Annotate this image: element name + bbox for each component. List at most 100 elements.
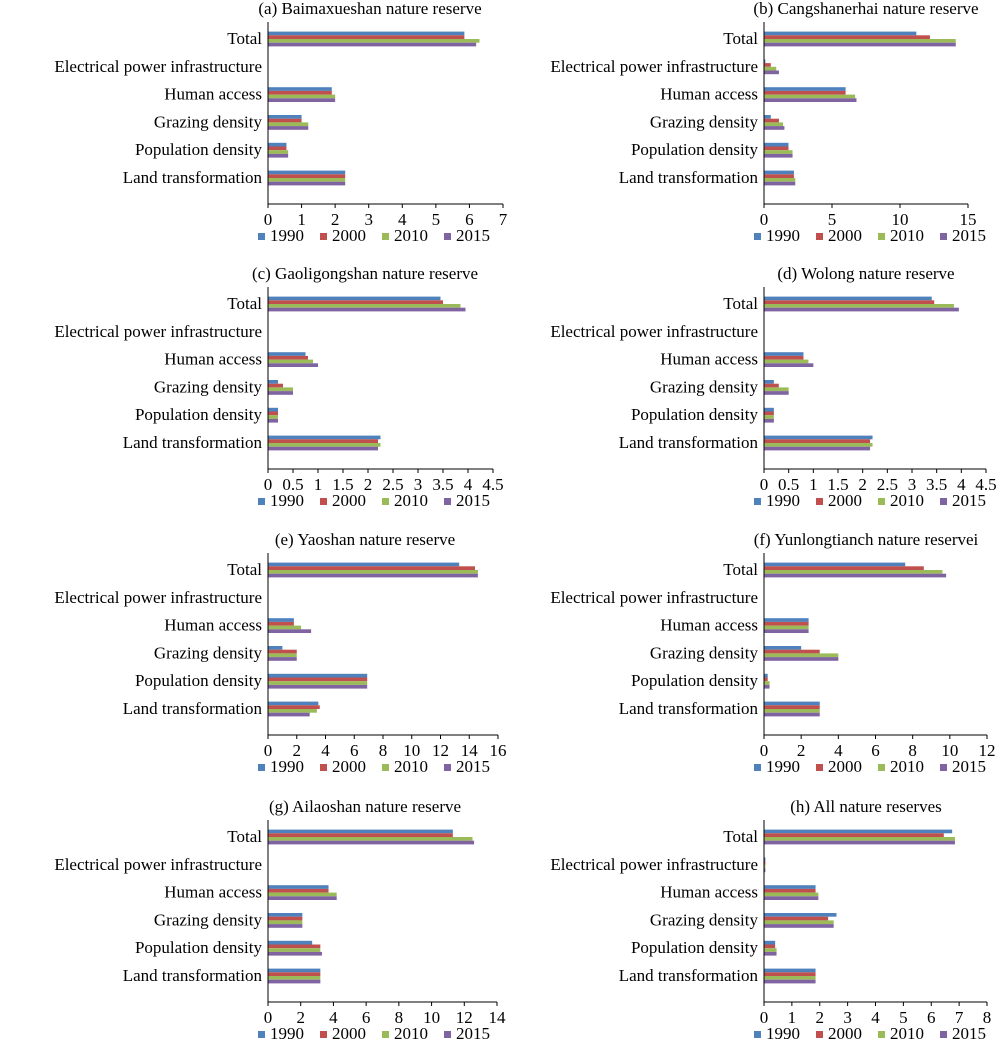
bar — [764, 363, 814, 367]
legend-label: 2000 — [828, 757, 862, 776]
bar — [764, 359, 809, 364]
category-label: Grazing density — [154, 377, 263, 396]
bar — [764, 387, 789, 392]
x-tick-label: 10 — [941, 741, 958, 760]
x-tick-label: 1 — [809, 475, 818, 494]
bar — [764, 380, 774, 384]
legend-swatch — [320, 498, 327, 505]
x-tick-label: 5 — [828, 210, 837, 229]
bar — [268, 42, 477, 47]
bar — [268, 122, 309, 127]
category-label: Human access — [660, 616, 758, 635]
bar — [764, 35, 930, 39]
chart-panel: (h) All nature reserves Total Electrical p… — [550, 797, 991, 1043]
legend-label: 2015 — [456, 757, 490, 776]
bar — [764, 443, 873, 447]
category-label: Electrical power infrastructure — [54, 588, 262, 607]
x-tick-label: 4 — [329, 1008, 338, 1027]
x-tick-label: 0 — [760, 210, 769, 229]
x-tick-label: 0 — [264, 1008, 273, 1027]
legend-swatch — [940, 764, 947, 771]
x-tick-label: 4 — [398, 210, 407, 229]
bar — [268, 115, 302, 119]
chart-title: (d) Wolong nature reserve — [777, 264, 954, 283]
legend-label: 1990 — [270, 1024, 304, 1043]
bar — [764, 435, 873, 440]
legend-label: 1990 — [766, 1024, 800, 1043]
bar — [764, 150, 793, 154]
bar — [764, 174, 794, 178]
bar — [268, 146, 287, 151]
category-label: Total — [227, 294, 262, 313]
legend-label: 2000 — [332, 491, 366, 510]
bar — [764, 122, 784, 127]
bar — [268, 684, 368, 689]
x-tick-label: 5 — [432, 210, 441, 229]
x-tick-label: 8 — [379, 741, 388, 760]
category-label: Grazing density — [154, 643, 263, 662]
category-label: Land transformation — [123, 168, 263, 187]
bar — [764, 657, 839, 661]
x-tick-label: 6 — [871, 741, 880, 760]
legend-swatch — [258, 233, 265, 240]
legend-swatch — [816, 1031, 823, 1038]
category-label: Land transformation — [619, 699, 759, 718]
bar — [764, 94, 856, 99]
x-tick-label: 4 — [957, 475, 966, 494]
bar — [268, 709, 317, 713]
bar — [764, 868, 766, 873]
bar — [268, 300, 443, 304]
x-tick-label: 2 — [293, 741, 302, 760]
bar — [764, 153, 793, 158]
x-tick-label: 1.5 — [332, 475, 353, 494]
bar — [268, 673, 368, 678]
x-tick-label: 7 — [955, 1008, 964, 1027]
category-label: Population density — [631, 671, 759, 690]
chart-panel: (b) Cangshanerhai nature reserve Total Ele… — [550, 0, 986, 245]
bar — [268, 363, 318, 367]
x-tick-label: 0 — [760, 741, 769, 760]
bar — [764, 968, 816, 973]
bar — [268, 570, 478, 574]
chart-panel: (d) Wolong nature reserve Total Electrical… — [550, 264, 996, 510]
category-label: Grazing density — [154, 910, 263, 929]
legend-label: 2000 — [332, 1024, 366, 1043]
x-tick-label: 1 — [788, 1008, 797, 1027]
chart-title: (c) Gaoligongshan nature reserve — [252, 264, 478, 283]
bar — [764, 972, 816, 976]
x-tick-label: 6 — [927, 1008, 936, 1027]
x-tick-label: 0.5 — [778, 475, 799, 494]
bar — [764, 618, 809, 622]
bar — [764, 625, 809, 630]
chart-panel: (e) Yaoshan nature reserve Total Electrica… — [54, 530, 506, 776]
chart-panel: (f) Yunlongtianch nature reservei Total El… — [550, 530, 995, 776]
bar — [268, 621, 294, 626]
legend-swatch — [816, 233, 823, 240]
bar — [764, 352, 804, 356]
bar — [764, 629, 809, 633]
bar — [764, 118, 779, 123]
bar — [764, 677, 768, 682]
x-tick-label: 2.5 — [877, 475, 898, 494]
legend-swatch — [940, 1031, 947, 1038]
legend-label: 1990 — [270, 757, 304, 776]
bar — [268, 359, 313, 364]
category-label: Land transformation — [123, 966, 263, 985]
chart-title: (a) Baimaxueshan nature reserve — [258, 0, 481, 18]
legend-label: 1990 — [270, 226, 304, 245]
bar — [268, 39, 480, 43]
bar — [764, 857, 766, 862]
bar — [268, 944, 321, 949]
bar — [268, 439, 378, 443]
bar — [268, 976, 321, 980]
bar — [764, 307, 959, 312]
bar — [764, 562, 906, 567]
legend-label: 2000 — [828, 491, 862, 510]
bar — [268, 885, 329, 889]
x-tick-label: 4.5 — [482, 475, 503, 494]
bar — [268, 178, 346, 182]
legend-label: 1990 — [766, 491, 800, 510]
bar — [268, 296, 441, 301]
bar — [268, 972, 321, 976]
